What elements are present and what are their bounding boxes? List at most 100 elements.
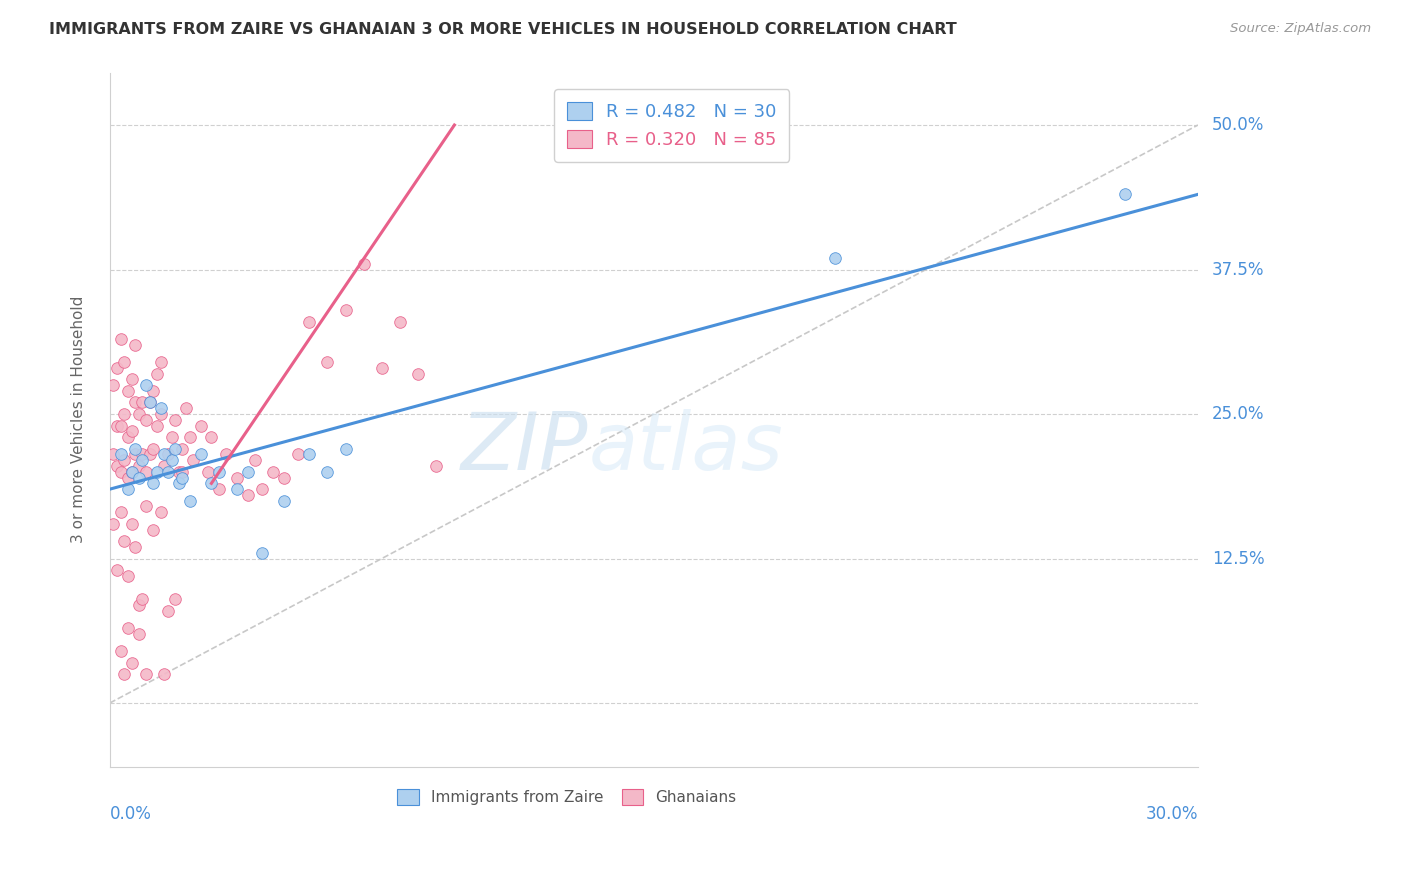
- Point: [156, 465, 179, 479]
- Point: [225, 482, 247, 496]
- Point: [174, 401, 197, 416]
- Point: [124, 442, 146, 456]
- Point: [105, 458, 128, 473]
- Point: [103, 516, 125, 531]
- Point: [139, 395, 162, 409]
- Point: [112, 407, 135, 421]
- Point: [142, 476, 165, 491]
- Text: 50.0%: 50.0%: [1212, 116, 1264, 134]
- Text: ZIP: ZIP: [461, 409, 589, 486]
- Point: [110, 418, 132, 433]
- Point: [190, 418, 212, 433]
- Point: [200, 430, 222, 444]
- Point: [179, 430, 201, 444]
- Point: [128, 626, 150, 640]
- Point: [215, 447, 238, 461]
- Legend: Immigrants from Zaire, Ghanaians: Immigrants from Zaire, Ghanaians: [391, 783, 742, 811]
- Point: [172, 465, 194, 479]
- Text: 37.5%: 37.5%: [1212, 260, 1264, 278]
- Text: 0.0%: 0.0%: [110, 805, 152, 823]
- Point: [139, 395, 162, 409]
- Point: [128, 407, 150, 421]
- Point: [124, 337, 146, 351]
- Point: [149, 355, 172, 369]
- Point: [135, 413, 157, 427]
- Point: [124, 395, 146, 409]
- Point: [316, 355, 339, 369]
- Point: [142, 442, 165, 456]
- Point: [131, 395, 153, 409]
- Point: [121, 425, 143, 439]
- Point: [128, 458, 150, 473]
- Point: [190, 447, 212, 461]
- Point: [287, 447, 309, 461]
- Point: [117, 621, 139, 635]
- Point: [273, 470, 295, 484]
- Point: [236, 488, 259, 502]
- Point: [112, 355, 135, 369]
- Point: [117, 482, 139, 496]
- Point: [225, 470, 247, 484]
- Point: [110, 644, 132, 658]
- Point: [243, 453, 266, 467]
- Point: [139, 447, 162, 461]
- Point: [236, 465, 259, 479]
- Point: [103, 378, 125, 392]
- Point: [153, 447, 176, 461]
- Point: [128, 598, 150, 612]
- Text: IMMIGRANTS FROM ZAIRE VS GHANAIAN 3 OR MORE VEHICLES IN HOUSEHOLD CORRELATION CH: IMMIGRANTS FROM ZAIRE VS GHANAIAN 3 OR M…: [49, 22, 957, 37]
- Point: [250, 482, 273, 496]
- Point: [172, 442, 194, 456]
- Point: [262, 465, 284, 479]
- Point: [121, 656, 143, 670]
- Text: 25.0%: 25.0%: [1212, 405, 1264, 423]
- Point: [316, 465, 339, 479]
- Point: [135, 378, 157, 392]
- Point: [117, 569, 139, 583]
- Point: [110, 447, 132, 461]
- Point: [172, 470, 194, 484]
- Point: [179, 493, 201, 508]
- Point: [112, 667, 135, 681]
- Point: [135, 465, 157, 479]
- Point: [156, 603, 179, 617]
- Point: [200, 476, 222, 491]
- Point: [153, 458, 176, 473]
- Point: [298, 447, 321, 461]
- Point: [273, 493, 295, 508]
- Point: [121, 465, 143, 479]
- Point: [335, 442, 357, 456]
- Point: [160, 453, 183, 467]
- Point: [165, 442, 187, 456]
- Point: [167, 465, 190, 479]
- Point: [103, 447, 125, 461]
- Point: [146, 418, 169, 433]
- Point: [110, 465, 132, 479]
- Point: [160, 430, 183, 444]
- Point: [121, 516, 143, 531]
- Point: [112, 534, 135, 549]
- Point: [425, 458, 447, 473]
- Point: [824, 251, 846, 265]
- Point: [146, 465, 169, 479]
- Point: [389, 314, 412, 328]
- Point: [124, 540, 146, 554]
- Y-axis label: 3 or more Vehicles in Household: 3 or more Vehicles in Household: [72, 296, 86, 543]
- Point: [149, 505, 172, 519]
- Point: [298, 314, 321, 328]
- Text: Source: ZipAtlas.com: Source: ZipAtlas.com: [1230, 22, 1371, 36]
- Text: atlas: atlas: [589, 409, 783, 486]
- Point: [353, 257, 375, 271]
- Point: [1114, 187, 1136, 202]
- Point: [128, 470, 150, 484]
- Point: [153, 667, 176, 681]
- Point: [406, 367, 429, 381]
- Point: [149, 407, 172, 421]
- Point: [156, 447, 179, 461]
- Point: [131, 591, 153, 606]
- Point: [146, 367, 169, 381]
- Point: [121, 465, 143, 479]
- Point: [124, 447, 146, 461]
- Point: [110, 505, 132, 519]
- Point: [112, 453, 135, 467]
